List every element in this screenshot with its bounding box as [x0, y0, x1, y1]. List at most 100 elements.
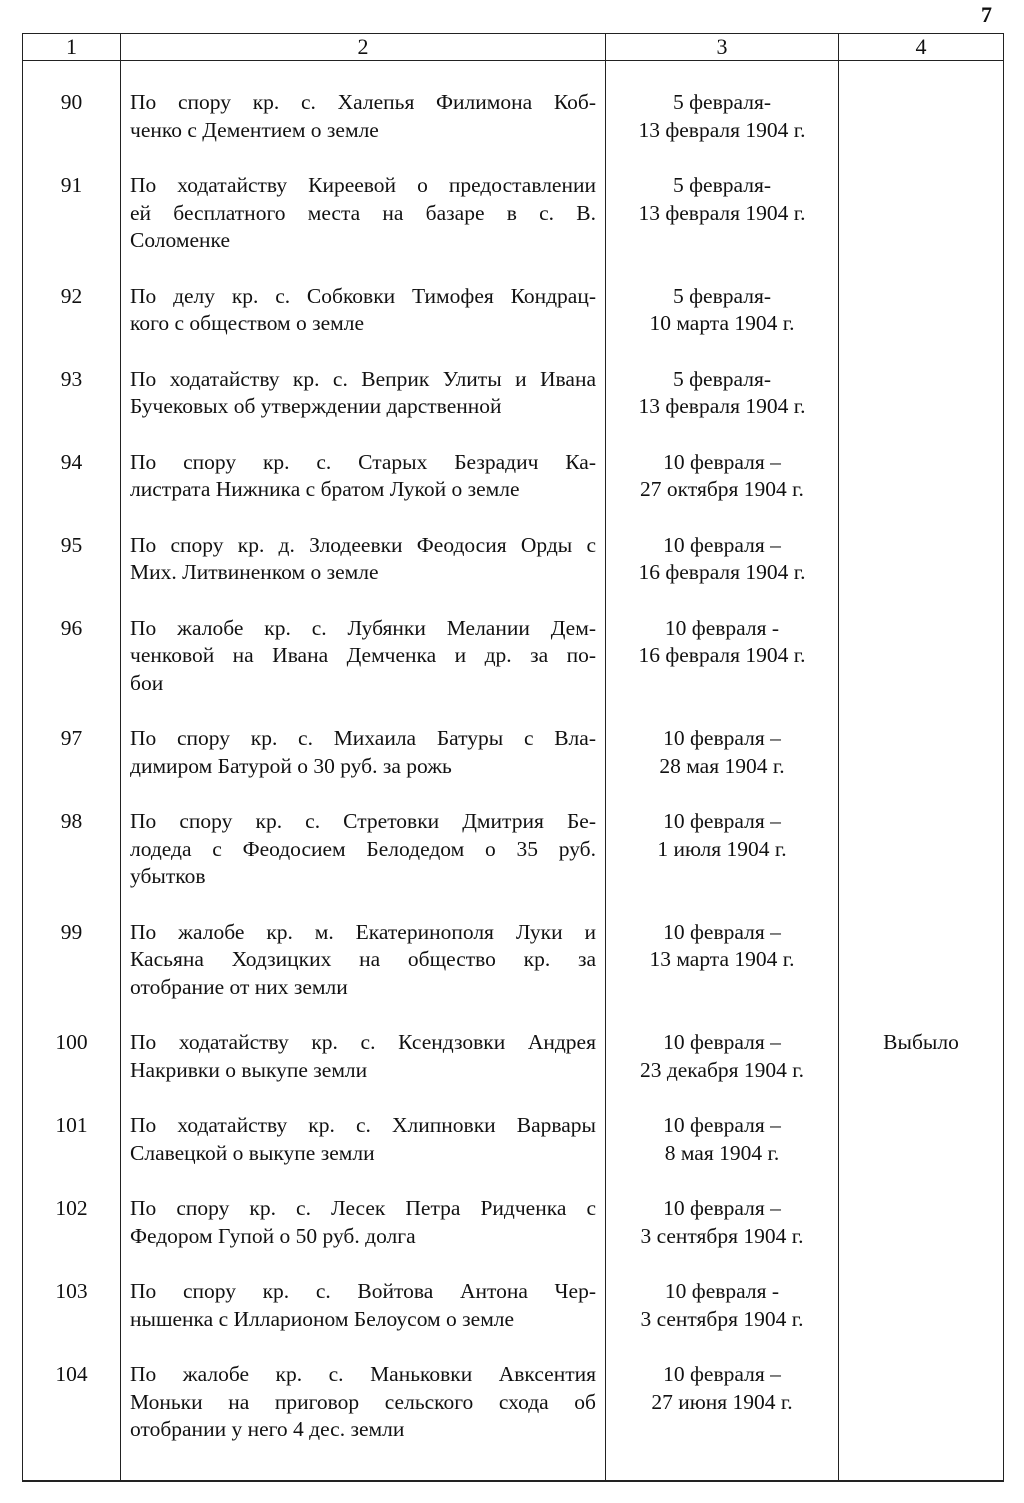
date-line: 23 декабря 1904 г. — [639, 1057, 805, 1082]
case-description: По делу кр. с. Собковки Тимофея Кондрац-… — [120, 254, 606, 338]
column-header-3: 3 — [605, 33, 839, 61]
column-header-2: 2 — [120, 33, 606, 61]
date-line: 10 февраля – — [663, 1030, 781, 1054]
case-description: По спору кр. с. Халепья Филимона Коб-чен… — [120, 60, 606, 144]
case-note — [838, 1167, 1004, 1250]
description-line: По спору кр. с. Войтова Антона Чер- — [130, 1279, 596, 1303]
case-description: По ходатайству кр. с. Ксендзовки Андрея Н… — [120, 1001, 606, 1084]
description-line: По жалобе кр. м. Екатеринополя Луки и — [130, 919, 596, 944]
date-line: 10 февраля – — [663, 726, 781, 750]
description-line: Федором Гупой о 50 руб. долга — [130, 1223, 416, 1248]
case-description: По спору кр. с. Лесек Петра Ридченка с Фе… — [120, 1167, 606, 1250]
case-number: 93 — [22, 337, 121, 421]
case-number: 103 — [22, 1250, 121, 1333]
table-row: 98 По спору кр. с. Стретовки Дмитрия Бе-л… — [22, 780, 1004, 891]
case-dates: 5 февраля- 13 февраля 1904 г. — [605, 337, 839, 421]
description-line: Моньки на приговор сельского схода об — [130, 1389, 596, 1414]
case-dates: 10 февраля – 27 октября 1904 г. — [605, 420, 839, 504]
case-description: По жалобе кр. м. Екатеринополя Луки и Кас… — [120, 890, 606, 1001]
case-description: По ходатайству кр. с. Веприк Улиты и Ива… — [120, 337, 606, 421]
description-line: По жалобе кр. с. Лубянки Мелании Дем- — [130, 615, 596, 640]
description-line: По ходатайству Киреевой о предоставлении — [130, 173, 596, 197]
case-note — [838, 780, 1004, 891]
description-line: бои — [130, 670, 164, 695]
case-number: 98 — [22, 780, 121, 891]
date-line: 10 февраля – — [663, 532, 781, 557]
description-line: По ходатайству кр. с. Хлипновки Варвары — [130, 1113, 596, 1137]
table-row: 101 По ходатайству кр. с. Хлипновки Варва… — [22, 1084, 1004, 1167]
case-note — [838, 1084, 1004, 1167]
description-line: убытков — [130, 864, 206, 888]
case-note — [838, 144, 1004, 255]
case-number: 90 — [22, 60, 121, 144]
table-row: 90 По спору кр. с. Халепья Филимона Коб-ч… — [22, 60, 1004, 144]
table-row: 96 По жалобе кр. с. Лубянки Мелании Дем-ч… — [22, 586, 1004, 697]
date-line: 10 февраля – — [663, 449, 781, 474]
table-body: 90 По спору кр. с. Халепья Филимона Коб-ч… — [22, 60, 1004, 1482]
description-line: По спору кр. с. Михаила Батуры с Вла- — [130, 726, 596, 750]
date-line: 10 февраля - — [664, 1279, 780, 1303]
date-line: 10 февраля – — [663, 1113, 781, 1137]
date-line: 5 февраля- — [672, 366, 771, 391]
description-line: Накривки о выкупе земли — [130, 1057, 368, 1082]
description-line: лодеда с Феодосием Белодедом о 35 руб. — [130, 836, 596, 861]
date-line: 13 марта 1904 г. — [649, 947, 795, 971]
description-line: димиром Батурой о 30 руб. за рожь — [130, 753, 452, 778]
case-dates: 10 февраля – 3 сентября 1904 г. — [605, 1167, 839, 1250]
date-line: 10 февраля – — [663, 809, 781, 833]
case-note — [838, 1250, 1004, 1333]
table-row: 92 По делу кр. с. Собковки Тимофея Кондра… — [22, 254, 1004, 338]
case-dates: 10 февраля – 13 марта 1904 г. — [605, 890, 839, 1001]
case-description: По жалобе кр. с. Маньковки Авксентия Монь… — [120, 1333, 606, 1482]
case-note — [838, 420, 1004, 504]
date-line: 27 октября 1904 г. — [640, 477, 804, 501]
date-line: 16 февраля 1904 г. — [638, 643, 806, 667]
table-row: 99 По жалобе кр. м. Екатеринополя Луки и К… — [22, 890, 1004, 1001]
date-line: 10 февраля – — [663, 1362, 781, 1386]
date-line: 10 марта 1904 г. — [649, 311, 795, 335]
description-line: отобрание от них земли — [130, 974, 348, 999]
description-line: Мих. Литвиненком о земле — [130, 560, 379, 584]
column-header-4: 4 — [838, 33, 1004, 61]
case-dates: 5 февраля- 13 февраля 1904 г. — [605, 60, 839, 144]
case-note — [838, 254, 1004, 338]
date-line: 5 февраля- — [672, 173, 771, 197]
description-line: По спору кр. д. Злодеевки Феодосия Орды … — [130, 532, 596, 557]
case-number: 99 — [22, 890, 121, 1001]
column-header-1: 1 — [22, 33, 121, 61]
date-line: 1 июля 1904 г. — [657, 836, 787, 861]
case-dates: 5 февраля- 10 марта 1904 г. — [605, 254, 839, 338]
register-table: 1 2 3 4 90 По спору кр. с. Халепья Филимо… — [22, 33, 1004, 1482]
date-line: 3 сентября 1904 г. — [640, 1223, 804, 1248]
table-row: 93 По ходатайству кр. с. Веприк Улиты и И… — [22, 337, 1004, 421]
case-note — [838, 1333, 1004, 1482]
case-description: По спору кр. д. Злодеевки Феодосия Орды … — [120, 503, 606, 587]
table-row: 94 По спору кр. с. Старых Безрадич Ка-лис… — [22, 420, 1004, 504]
case-number: 102 — [22, 1167, 121, 1250]
description-line: листрата Нижника с братом Лукой о земле — [130, 477, 520, 501]
description-line: По ходатайству кр. с. Ксендзовки Андрея — [130, 1030, 596, 1054]
description-line: По спору кр. с. Старых Безрадич Ка- — [130, 449, 596, 474]
case-note — [838, 503, 1004, 587]
case-note — [838, 890, 1004, 1001]
header-row: 1 2 3 4 — [22, 33, 1004, 61]
date-line: 13 февраля 1904 г. — [638, 394, 806, 418]
case-number: 91 — [22, 144, 121, 255]
case-description: По спору кр. с. Михаила Батуры с Вла-дим… — [120, 697, 606, 780]
case-description: По ходатайству Киреевой о предоставлении… — [120, 144, 606, 255]
page-number: 7 — [981, 2, 992, 27]
case-dates: 5 февраля- 13 февраля 1904 г. — [605, 144, 839, 255]
case-dates: 10 февраля – 28 мая 1904 г. — [605, 697, 839, 780]
case-dates: 10 февраля – 27 июня 1904 г. — [605, 1333, 839, 1482]
date-line: 16 февраля 1904 г. — [638, 560, 806, 584]
case-note — [838, 586, 1004, 697]
case-number: 101 — [22, 1084, 121, 1167]
description-line: Бучековых об утверждении дарственной — [130, 394, 502, 418]
case-dates: 10 февраля - 3 сентября 1904 г. — [605, 1250, 839, 1333]
date-line: 8 мая 1904 г. — [664, 1140, 780, 1165]
case-description: По спору кр. с. Старых Безрадич Ка-листр… — [120, 420, 606, 504]
case-number: 104 — [22, 1333, 121, 1482]
description-line: По спору кр. с. Стретовки Дмитрия Бе- — [130, 809, 596, 833]
case-description: По спору кр. с. Войтова Антона Чер-нышен… — [120, 1250, 606, 1333]
table-row: 100 По ходатайству кр. с. Ксендзовки Андр… — [22, 1001, 1004, 1084]
